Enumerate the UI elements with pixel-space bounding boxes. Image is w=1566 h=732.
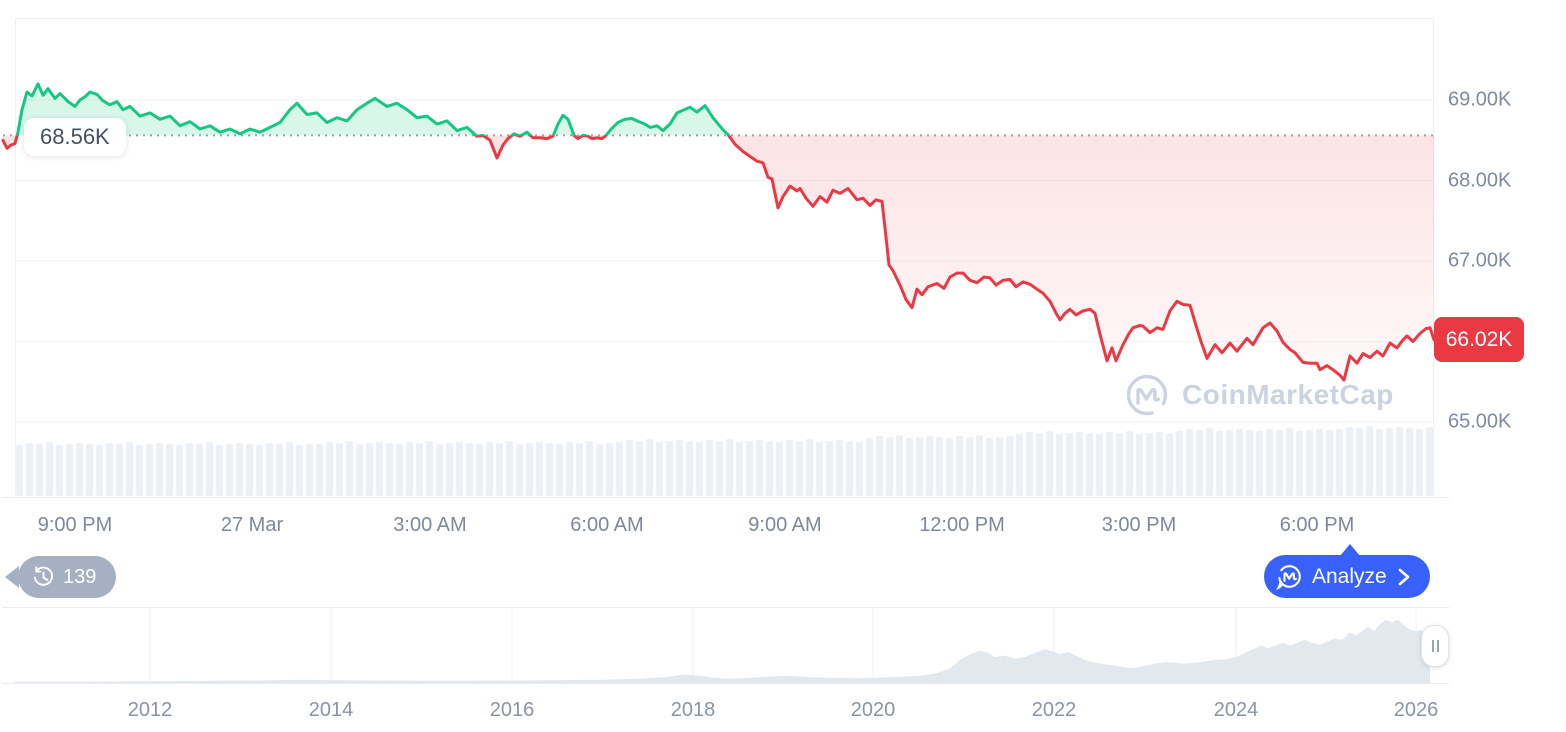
history-count: 139: [63, 565, 97, 588]
x-axis-tick-label: 3:00 AM: [393, 514, 467, 536]
chevron-right-icon: [1398, 568, 1410, 585]
current-price-value: 66.02K: [1445, 327, 1513, 351]
history-clock-icon: [33, 565, 53, 586]
price-line-up-segment: [15, 82, 731, 136]
volume-bars: [16, 426, 1433, 496]
navigator-year-label: 2012: [127, 699, 173, 721]
navigator-resize-handle[interactable]: [1421, 625, 1449, 667]
x-axis-tick-label: 9:00 PM: [37, 514, 113, 536]
analyze-button[interactable]: Analyze: [1264, 544, 1430, 598]
coinmarketcap-watermark: CoinMarketCap: [1124, 372, 1394, 418]
current-price-badge: 66.02K: [1434, 317, 1524, 362]
x-axis-tick-label: 3:00 PM: [1101, 514, 1177, 536]
y-axis-tick-label: 65.00K: [1448, 410, 1512, 433]
analyze-label: Analyze: [1312, 564, 1387, 588]
y-axis-tick-label: 68.00K: [1448, 169, 1512, 191]
range-navigator[interactable]: [2, 607, 1449, 684]
navigator-year-label: 2018: [670, 699, 716, 721]
x-axis-tick-label: 6:00 AM: [570, 514, 644, 536]
watermark-text: CoinMarketCap: [1182, 379, 1394, 410]
pause-grip-icon: [1436, 640, 1439, 652]
x-axis-tick-label: 6:00 PM: [1279, 514, 1355, 536]
navigator-year-label: 2020: [850, 699, 896, 721]
navigator-year-label: 2014: [308, 699, 354, 721]
previous-close-value: 68.56K: [40, 124, 110, 149]
pause-grip-icon: [1431, 640, 1434, 652]
y-axis-tick-label: 69.00K: [1448, 88, 1512, 111]
x-axis-tick-label: 9:00 AM: [748, 514, 822, 536]
plot-borders: [2, 18, 1449, 498]
x-axis-tick-label: 12:00 PM: [919, 514, 1005, 536]
navigator-year-label: 2022: [1031, 699, 1077, 721]
previous-close-label: 68.56K: [24, 118, 126, 156]
navigator-year-label: 2016: [489, 699, 535, 721]
navigator-year-label: 2026: [1393, 699, 1439, 721]
navigator-history-area: [15, 619, 1430, 683]
y-axis-tick-label: 67.00K: [1448, 249, 1512, 272]
navigator-year-label: 2024: [1213, 699, 1259, 721]
price-line-down-segment: [1, 135, 1436, 382]
price-area-below-baseline: [3, 135, 1434, 381]
price-area-above-baseline: [17, 83, 729, 136]
history-count-badge[interactable]: 139: [18, 556, 117, 598]
coinmarketcap-logo-icon: [1126, 374, 1168, 416]
coinmarketcap-chat-icon: [1276, 565, 1301, 590]
x-axis-tick-label: 27 Mar: [220, 514, 284, 536]
